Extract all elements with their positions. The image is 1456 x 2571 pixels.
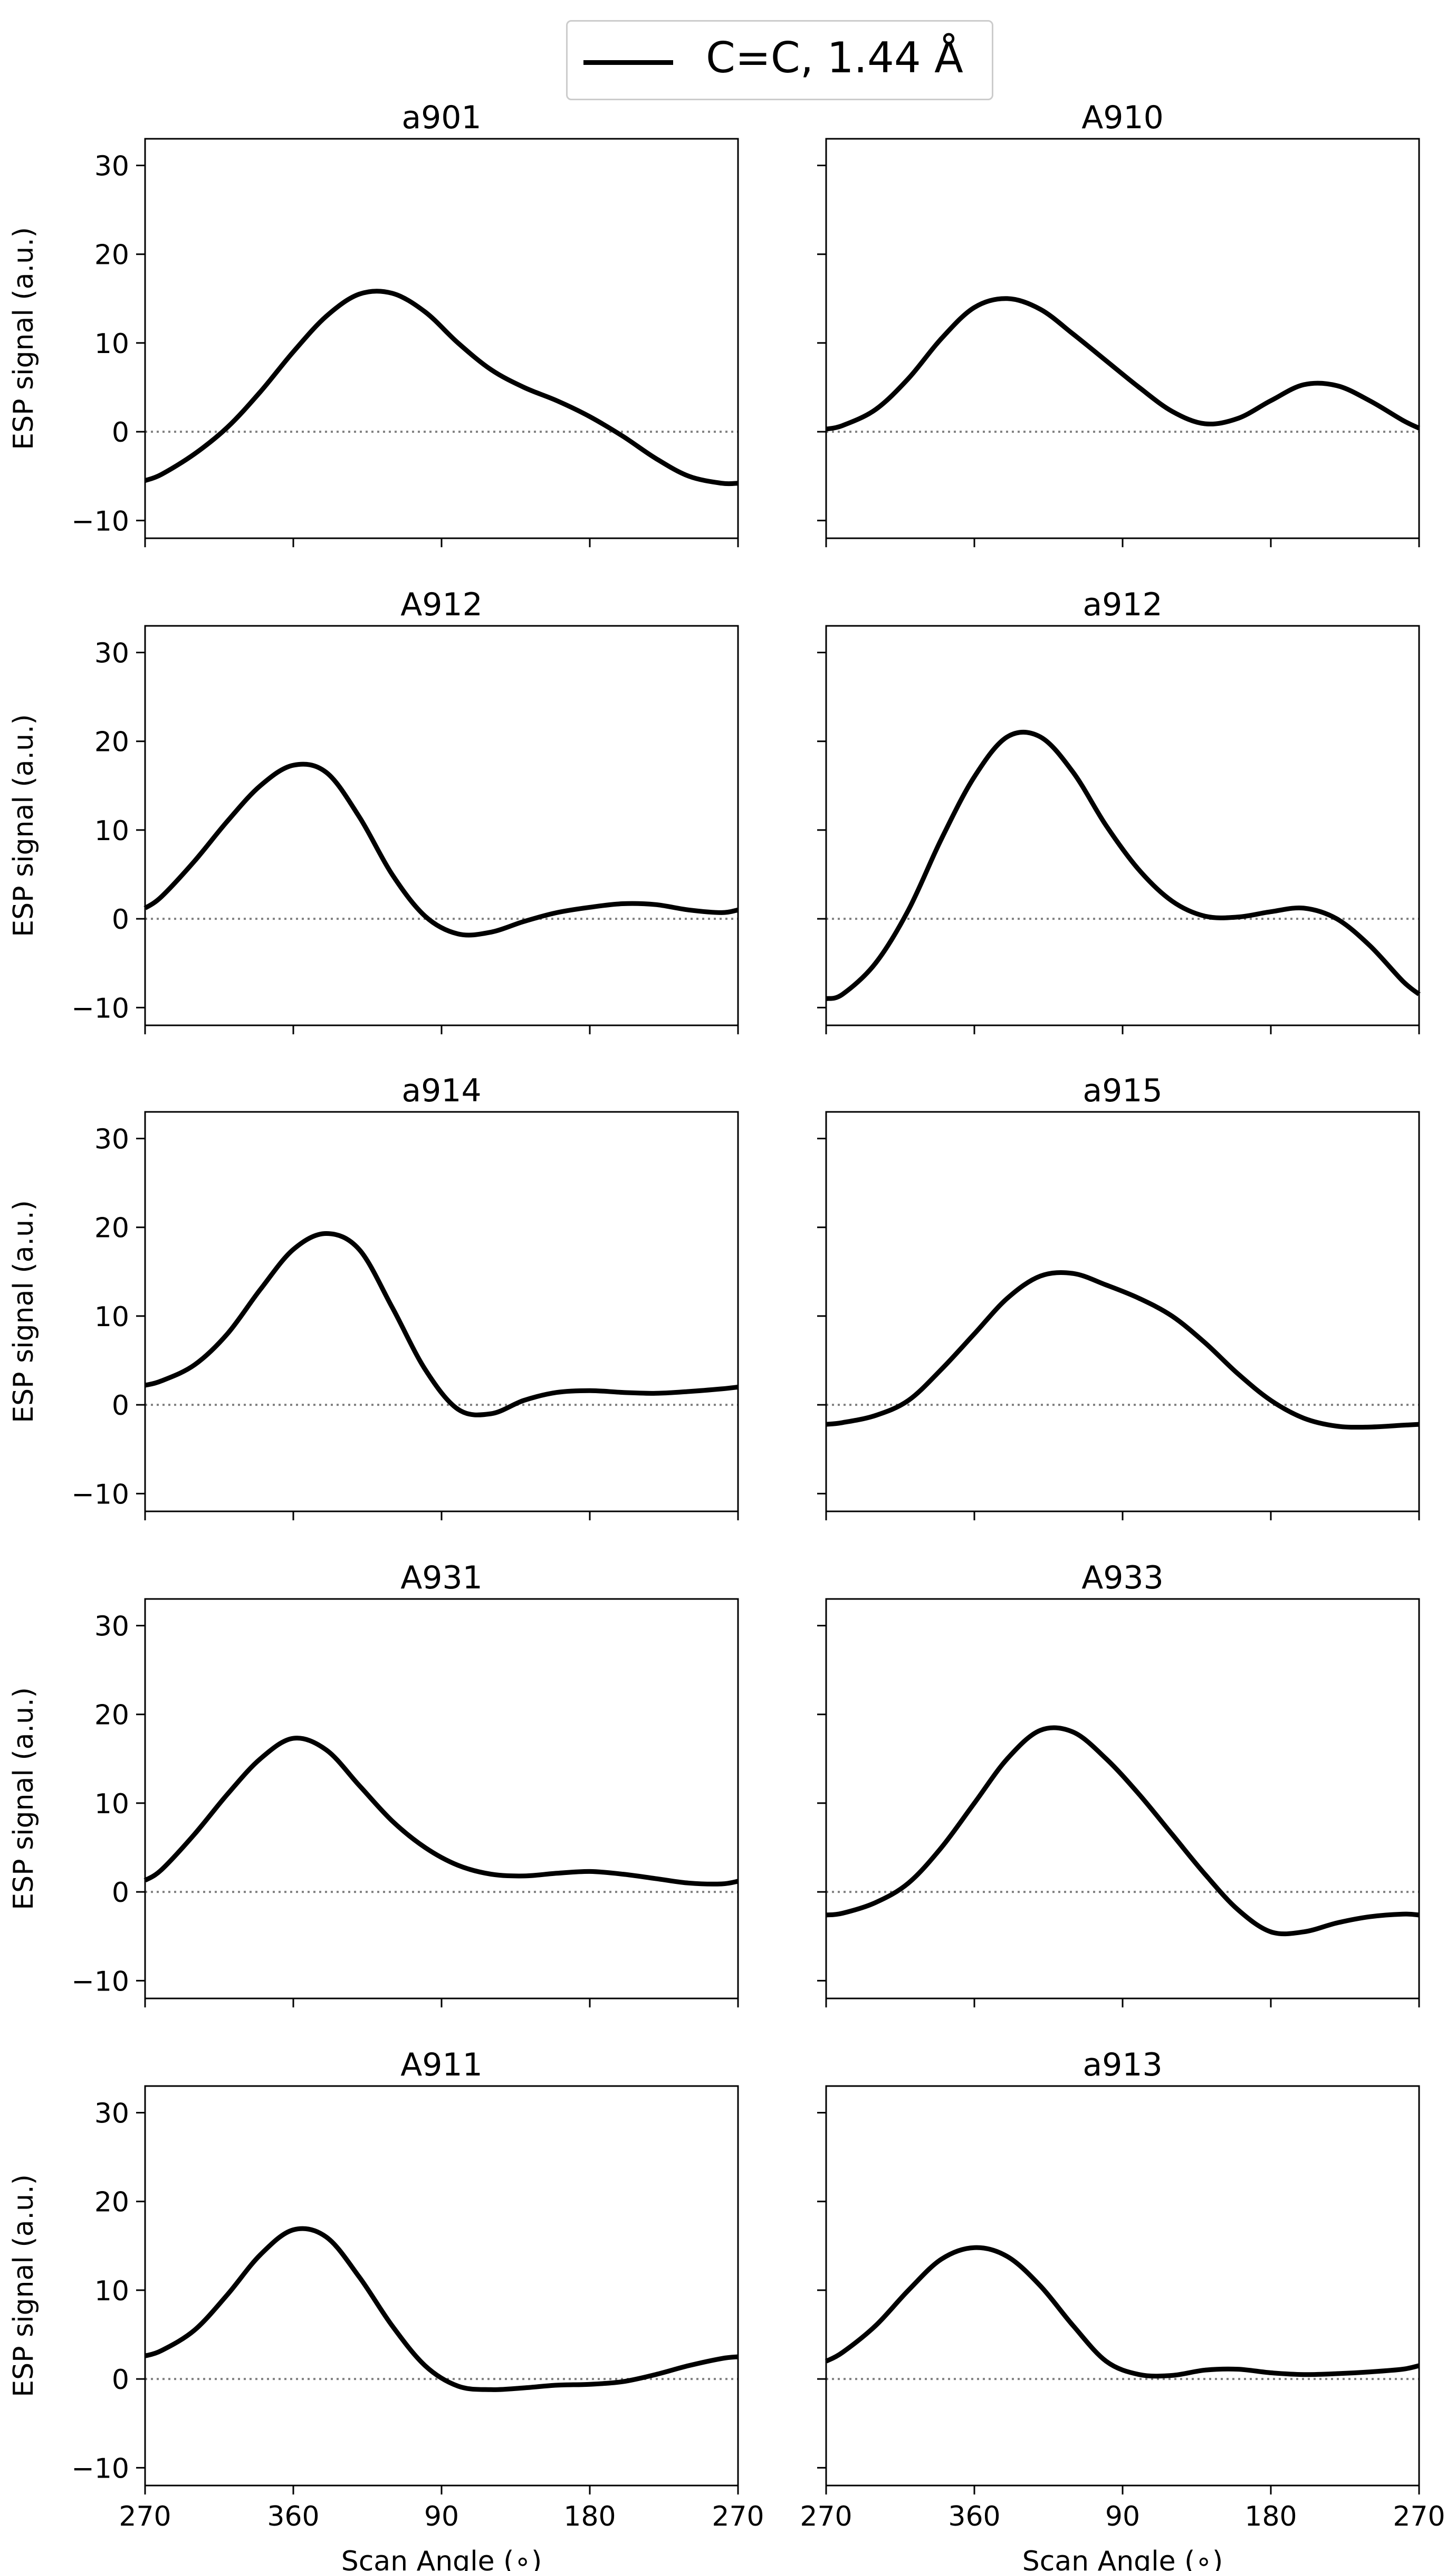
axes-frame <box>144 1598 739 1999</box>
y-tick-label: 30 <box>94 1123 129 1155</box>
y-tick-label: 30 <box>94 1611 129 1642</box>
axes-frame <box>144 1111 739 1512</box>
y-tick-label: −10 <box>71 1479 129 1510</box>
data-line <box>826 296 1420 432</box>
axes-frame <box>144 138 739 539</box>
y-tick-label: 20 <box>94 2187 129 2218</box>
x-tick-label: 180 <box>1244 2501 1297 2532</box>
x-tick-label: 90 <box>424 2501 459 2532</box>
data-line <box>826 1270 1420 1430</box>
panel-title: a914 <box>401 1072 481 1109</box>
axes-frame <box>825 1598 1420 1999</box>
y-tick-label: 30 <box>94 637 129 669</box>
data-line <box>826 1725 1420 1937</box>
data-line <box>825 2245 1420 2379</box>
y-tick-label: 10 <box>94 815 129 847</box>
y-tick-label: 0 <box>112 2364 129 2396</box>
panel-title: A931 <box>400 1559 483 1596</box>
data-line <box>143 1736 739 1887</box>
panel-title: a901 <box>401 99 481 136</box>
panel-title: a912 <box>1083 586 1162 623</box>
y-tick-label: 0 <box>112 417 129 449</box>
y-tick-label: 20 <box>94 240 129 271</box>
x-tick-label: 270 <box>712 2501 764 2532</box>
y-axis-label: ESP signal (a.u.) <box>8 1687 40 1910</box>
axes-frame <box>825 138 1420 539</box>
y-tick-label: −10 <box>71 506 129 537</box>
panel-title: A933 <box>1081 1559 1164 1596</box>
panel-title: a913 <box>1083 2046 1162 2083</box>
legend-line-swatch <box>583 60 673 65</box>
axes-frame <box>825 625 1420 1026</box>
panel-title: A912 <box>400 586 483 623</box>
data-line <box>144 289 739 487</box>
x-tick-label: 270 <box>1393 2501 1445 2532</box>
y-tick-label: 0 <box>112 904 129 936</box>
y-tick-label: 20 <box>94 1700 129 1731</box>
x-tick-label: 270 <box>119 2501 171 2532</box>
y-tick-label: 10 <box>94 2275 129 2307</box>
y-tick-label: 0 <box>112 1390 129 1422</box>
y-tick-label: −10 <box>71 993 129 1024</box>
y-axis-label: ESP signal (a.u.) <box>8 2174 40 2397</box>
x-tick-label: 90 <box>1105 2501 1140 2532</box>
data-line <box>143 761 739 938</box>
y-tick-label: 10 <box>94 1788 129 1820</box>
x-tick-label: 180 <box>563 2501 616 2532</box>
data-line <box>144 1231 739 1417</box>
x-tick-label: 360 <box>948 2501 1000 2532</box>
data-line <box>144 2226 739 2392</box>
y-axis-label: ESP signal (a.u.) <box>8 1200 40 1423</box>
legend: C=C, 1.44 Å <box>566 20 993 100</box>
x-tick-label: 360 <box>267 2501 319 2532</box>
y-tick-label: 30 <box>94 150 129 182</box>
y-axis-label: ESP signal (a.u.) <box>8 714 40 937</box>
panel-title: A911 <box>400 2046 483 2083</box>
panel-title: A910 <box>1081 99 1164 136</box>
y-tick-label: 0 <box>112 1877 129 1909</box>
axes-frame <box>825 1111 1420 1512</box>
y-tick-label: 10 <box>94 328 129 360</box>
legend-label: C=C, 1.44 Å <box>706 33 963 82</box>
y-tick-label: −10 <box>71 1966 129 1997</box>
panel-title: a915 <box>1083 1072 1162 1109</box>
y-tick-label: 20 <box>94 1213 129 1244</box>
x-axis-label: Scan Angle (∘) <box>1022 2546 1223 2571</box>
y-tick-label: −10 <box>71 2453 129 2484</box>
x-tick-label: 270 <box>800 2501 852 2532</box>
data-line <box>825 729 1421 1001</box>
y-tick-label: 10 <box>94 1301 129 1333</box>
y-tick-label: 30 <box>94 2098 129 2129</box>
axes-frame <box>144 625 739 1026</box>
x-axis-label: Scan Angle (∘) <box>341 2546 542 2571</box>
y-axis-label: ESP signal (a.u.) <box>8 227 40 450</box>
y-tick-label: 20 <box>94 727 129 758</box>
